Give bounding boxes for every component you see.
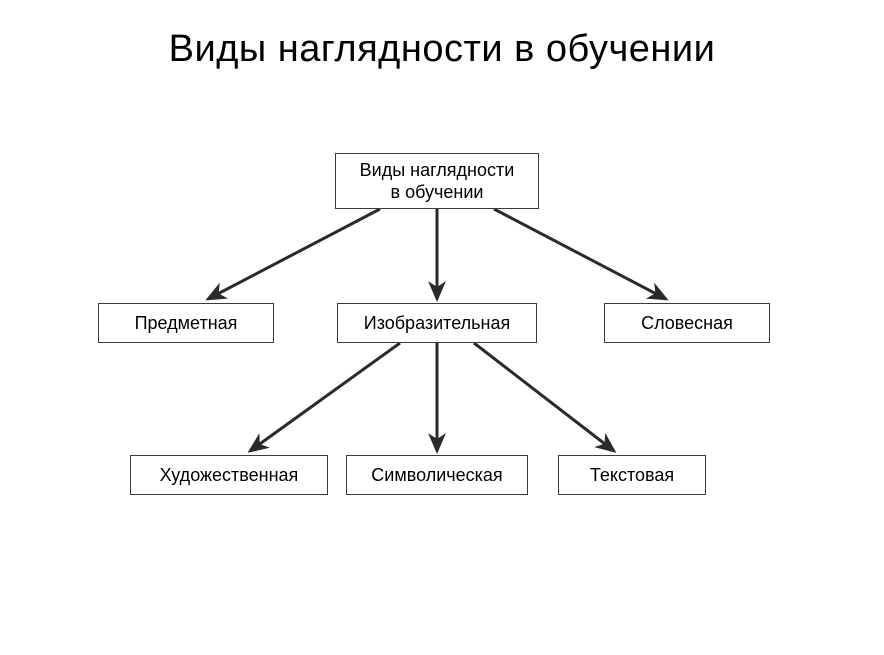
edge-root-pred [208, 209, 380, 299]
node-izob: Изобразительная [337, 303, 537, 343]
edge-root-slov [494, 209, 666, 299]
node-pred: Предметная [98, 303, 274, 343]
node-slov: Словесная [604, 303, 770, 343]
node-text: Текстовая [558, 455, 706, 495]
node-sim: Символическая [346, 455, 528, 495]
node-hud: Художественная [130, 455, 328, 495]
diagram-canvas: Виды наглядности в обучении Предметная Изо… [0, 91, 884, 611]
edge-izob-hud [250, 343, 400, 451]
edge-izob-text [474, 343, 614, 451]
page-title: Виды наглядности в обучении [0, 28, 884, 71]
node-root: Виды наглядности в обучении [335, 153, 539, 209]
